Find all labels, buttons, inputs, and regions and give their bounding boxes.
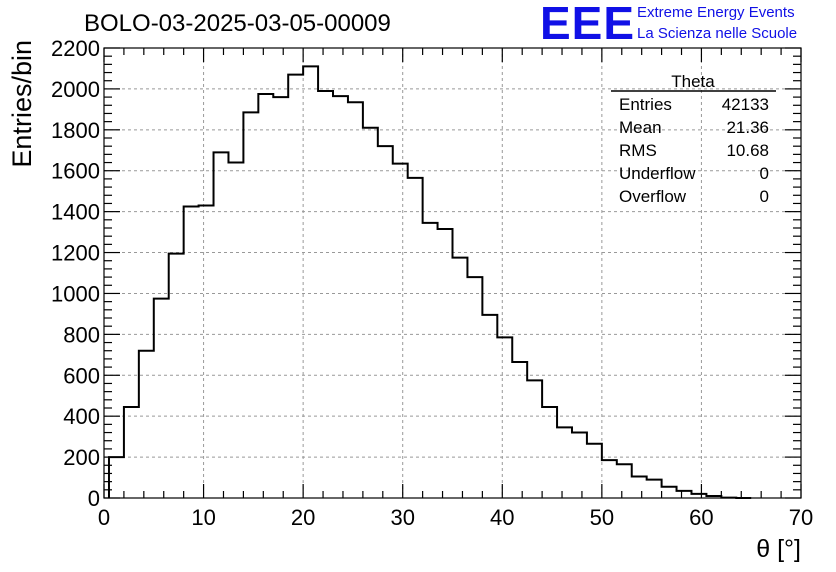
y-tick-label: 800 xyxy=(63,322,100,347)
x-tick-label: 10 xyxy=(191,505,215,530)
histogram-bin xyxy=(662,487,677,498)
stats-row-label: Underflow xyxy=(619,164,696,183)
x-tick-label: 40 xyxy=(490,505,514,530)
histogram-bin xyxy=(303,66,318,498)
logo-line-2: La Scienza nelle Scuole xyxy=(637,25,798,42)
stats-rows: Entries 42133 Mean 21.36 RMS 10.68 Underflow 0 O… xyxy=(619,95,769,206)
histogram-bin xyxy=(318,91,333,498)
stats-row-value: 0 xyxy=(760,187,769,206)
histogram-bin xyxy=(542,407,557,498)
stats-row-value: 0 xyxy=(760,164,769,183)
histogram-bin xyxy=(348,102,363,498)
y-tick-label: 200 xyxy=(63,445,100,470)
y-tick-label: 0 xyxy=(88,486,100,511)
page-title: BOLO-03-2025-03-05-00009 xyxy=(84,10,391,37)
x-tick-label: 0 xyxy=(98,505,110,530)
stats-row-label: Mean xyxy=(619,118,662,137)
histogram-bin xyxy=(228,163,243,498)
histogram-bin xyxy=(378,146,393,498)
x-tick-label: 30 xyxy=(390,505,414,530)
y-tick-label: 1600 xyxy=(51,159,100,184)
stats-box: Theta Entries 42133 Mean 21.36 RMS 10.68 Under… xyxy=(611,72,776,206)
stats-row-value: 42133 xyxy=(722,95,769,114)
histogram-bin xyxy=(363,128,378,498)
histogram-outline xyxy=(107,65,752,499)
histogram-bin xyxy=(109,457,124,498)
histogram-bin xyxy=(393,164,408,498)
x-tick-label: 60 xyxy=(689,505,713,530)
y-tick-label: 400 xyxy=(63,404,100,429)
histogram-bin xyxy=(482,315,497,498)
histogram-bin xyxy=(467,277,482,498)
stats-row-value: 10.68 xyxy=(726,141,769,160)
histogram-bin xyxy=(602,460,617,498)
x-tick-label: 70 xyxy=(789,505,813,530)
logo-line-1: Extreme Energy Events xyxy=(637,4,795,21)
histogram-bin xyxy=(527,380,542,498)
histogram-bin xyxy=(632,477,647,498)
histogram-bin xyxy=(124,407,139,498)
stats-row-label: RMS xyxy=(619,141,657,160)
histogram-bin xyxy=(333,96,348,498)
histogram-bin xyxy=(677,491,692,498)
histogram-bin xyxy=(572,433,587,498)
histogram-bin xyxy=(288,75,303,498)
histogram-bin xyxy=(438,229,453,498)
x-tick-label: 50 xyxy=(590,505,614,530)
histogram-bin xyxy=(617,464,632,498)
histogram-bin xyxy=(512,362,527,498)
grid-lines xyxy=(104,48,801,498)
histogram-bin xyxy=(139,351,154,498)
histogram-bin xyxy=(273,97,288,498)
histogram-bin xyxy=(408,178,423,498)
eee-logo: EEE xyxy=(540,0,636,49)
histogram-bin xyxy=(184,207,199,498)
stats-row-label: Entries xyxy=(619,95,672,114)
y-tick-label: 600 xyxy=(63,363,100,388)
y-tick-label: 1000 xyxy=(51,281,100,306)
plot-frame xyxy=(103,47,802,499)
histogram-bin xyxy=(258,94,273,498)
y-tick-label: 1400 xyxy=(51,200,100,225)
histogram-bin xyxy=(169,254,184,498)
tick-labels: 0 10 20 30 40 50 60 70 0 200 400 600 800 1000 1200 1400… xyxy=(51,36,813,530)
histogram-bin xyxy=(497,337,512,498)
y-axis-label: Entries/bin xyxy=(7,40,37,168)
y-tick-label: 1800 xyxy=(51,118,100,143)
histogram-bin xyxy=(647,480,662,498)
y-tick-label: 2000 xyxy=(51,77,100,102)
histogram-bin xyxy=(154,299,169,498)
y-tick-label: 2200 xyxy=(51,36,100,61)
histogram-bin xyxy=(199,206,214,499)
stats-row-value: 21.36 xyxy=(726,118,769,137)
y-tick-label: 1200 xyxy=(51,241,100,266)
stats-title: Theta xyxy=(671,72,715,91)
x-axis-label: θ [°] xyxy=(756,535,801,563)
stats-row-label: Overflow xyxy=(619,187,687,206)
histogram-bin xyxy=(214,152,229,498)
axis-ticks xyxy=(103,47,802,499)
histogram-bin xyxy=(587,444,602,498)
histogram-bin xyxy=(557,427,572,498)
x-tick-label: 20 xyxy=(291,505,315,530)
